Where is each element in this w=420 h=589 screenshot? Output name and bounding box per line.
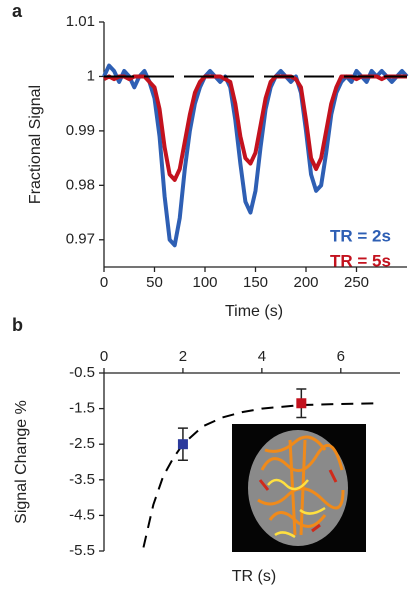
y-axis-label: Fractional Signal [27,85,44,204]
y-tick-label: -2.5 [69,435,95,452]
x-tick-label: 4 [258,348,266,365]
x-tick-label: 50 [146,274,163,291]
x-tick-label: 250 [344,274,369,291]
x-tick-label: 6 [337,348,345,365]
y-axis-label: Signal Change % [13,400,30,524]
y-tick-label: -1.5 [69,400,95,417]
legend-entry: TR = 2s [330,226,391,245]
y-tick-label: -0.5 [69,364,95,381]
panel-label: b [12,315,23,335]
brain-inset [232,424,366,552]
y-tick-label: 1 [87,67,95,84]
x-axis-label: TR (s) [232,568,276,585]
y-tick-label: 1.01 [66,13,95,30]
y-tick-label: 0.98 [66,176,95,193]
x-tick-label: 0 [100,274,108,291]
x-tick-label: 100 [192,274,217,291]
x-tick-label: 150 [243,274,268,291]
x-axis-label: Time (s) [225,303,283,320]
point [296,398,306,408]
y-tick-label: -3.5 [69,471,95,488]
y-tick-label: -4.5 [69,506,95,523]
x-tick-label: 0 [100,348,108,365]
point [178,439,188,449]
y-tick-label: 0.99 [66,122,95,139]
line-series [104,76,407,179]
panel-label: a [12,1,23,21]
y-tick-label: 0.97 [66,231,95,248]
x-tick-label: 200 [293,274,318,291]
legend-entry: TR = 5s [330,251,391,270]
y-tick-label: -5.5 [69,542,95,559]
x-tick-label: 2 [179,348,187,365]
figure: a 0.97 0.98 0.99 1 1.01 0 50 100 150 200 250 Time (s… [0,0,420,589]
